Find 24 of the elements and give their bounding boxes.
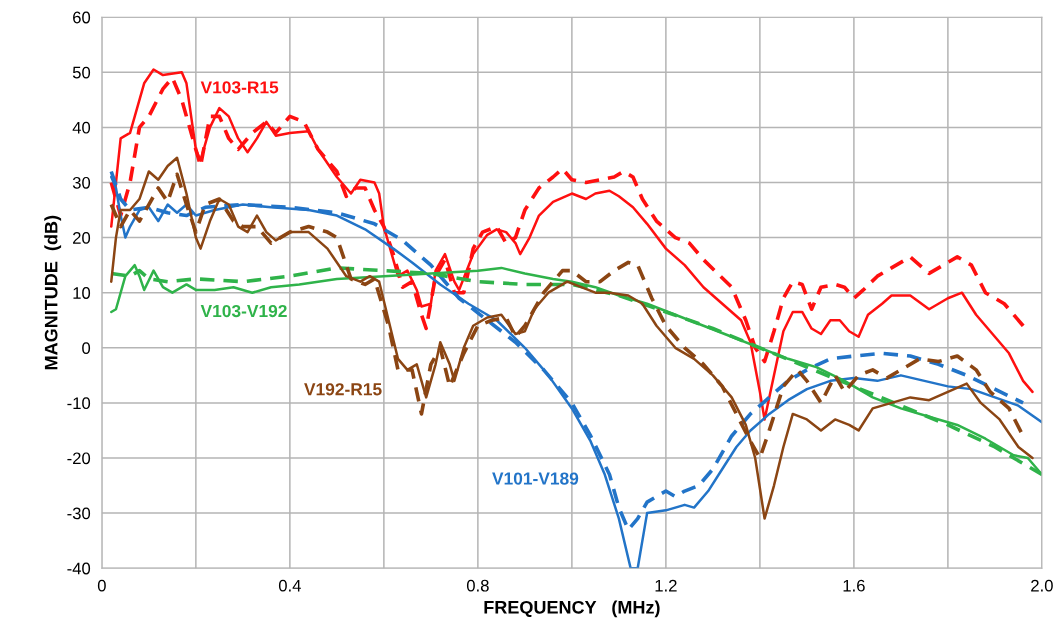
y-tick-label: 0: [82, 342, 91, 355]
x-tick-label: 1.2: [655, 579, 677, 592]
y-tick-label: 30: [72, 176, 91, 189]
y-tick-label: -40: [67, 562, 91, 575]
y-tick-label: 10: [73, 287, 91, 299]
series-label: V101-V189: [492, 472, 579, 485]
y-tick-label: 60: [73, 11, 91, 24]
y-tick-label: 50: [72, 66, 91, 79]
x-tick-label: 2.0: [1031, 579, 1053, 592]
x-tick-label: 0: [97, 579, 106, 592]
y-tick-label: 20: [73, 232, 91, 244]
x-tick-label: 0.4: [278, 579, 301, 592]
series-label: V192-R15: [304, 383, 382, 396]
y-tick-label: 40: [72, 121, 91, 134]
series-label: V103-R15: [200, 81, 279, 94]
line-series: [110, 68, 1034, 421]
y-tick-label: -30: [67, 507, 91, 520]
x-axis-title: FREQUENCY (MHz): [484, 600, 660, 618]
y-tick-label: -10: [67, 397, 91, 410]
series-label: V103-V192: [200, 304, 287, 318]
x-tick-label: 1.6: [843, 579, 865, 592]
y-axis-title: MAGNITUDE (dB): [44, 215, 62, 370]
y-tick-label: -20: [67, 452, 91, 465]
x-tick-label: 0.8: [466, 579, 489, 592]
